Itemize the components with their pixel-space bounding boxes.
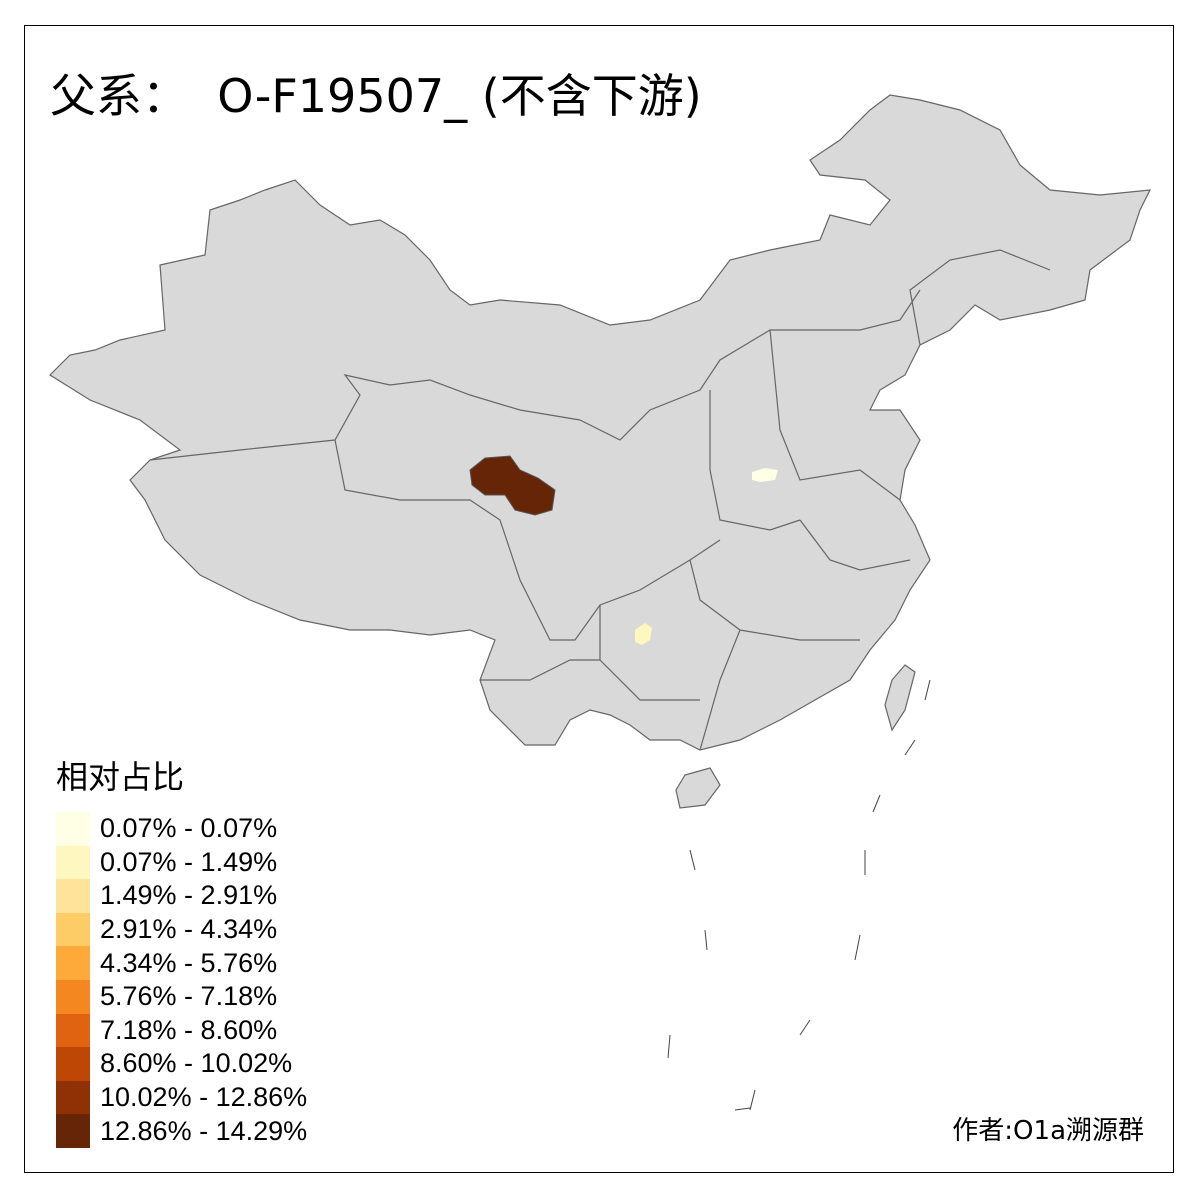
legend-swatch xyxy=(56,879,90,913)
legend-label: 12.86% - 14.29% xyxy=(100,1115,308,1146)
legend-item: 0.07% - 0.07% xyxy=(56,812,307,846)
legend-swatch xyxy=(56,1114,90,1148)
legend: 相对占比 0.07% - 0.07% 0.07% - 1.49% 1.49% - 2… xyxy=(56,752,307,1148)
taiwan-island xyxy=(884,664,916,732)
legend-item: 7.18% - 8.60% xyxy=(56,1013,307,1048)
legend-title: 相对占比 xyxy=(56,758,185,796)
legend-label: 2.91% - 4.34% xyxy=(100,914,278,945)
legend-item: 0.07% - 1.49% xyxy=(56,845,307,880)
legend-swatch xyxy=(56,979,90,1014)
map-frame xyxy=(24,25,1174,1173)
legend-item: 5.76% - 7.18% xyxy=(56,979,307,1014)
legend-label: 5.76% - 7.18% xyxy=(100,981,278,1012)
legend-label: 1.49% - 2.91% xyxy=(100,880,278,911)
legend-label: 0.07% - 1.49% xyxy=(100,846,278,877)
legend-swatch xyxy=(56,1013,90,1048)
legend-item: 4.34% - 5.76% xyxy=(56,946,307,980)
legend-swatch xyxy=(56,1080,90,1115)
legend-label: 10.02% - 12.86% xyxy=(100,1082,308,1113)
author-credit: 作者:O1a溯源群 xyxy=(952,1116,1144,1146)
legend-item: 12.86% - 14.29% xyxy=(56,1114,307,1148)
region-shanxi-highlight xyxy=(752,468,778,482)
south-sea-islands xyxy=(667,679,931,1111)
legend-label: 7.18% - 8.60% xyxy=(100,1014,278,1045)
legend-label: 4.34% - 5.76% xyxy=(100,947,278,978)
legend-item: 8.60% - 10.02% xyxy=(56,1047,307,1081)
legend-item: 1.49% - 2.91% xyxy=(56,879,307,913)
region-qinghai-sichuan-highlight xyxy=(469,455,556,516)
map-title: 父系： O-F19507_ (不含下游) xyxy=(50,69,702,123)
legend-item: 10.02% - 12.86% xyxy=(56,1080,308,1115)
legend-swatch xyxy=(56,946,90,980)
legend-label: 8.60% - 10.02% xyxy=(100,1048,293,1079)
province-borders xyxy=(149,249,1051,751)
china-outline xyxy=(49,94,1152,751)
legend-swatch xyxy=(56,812,90,846)
legend-item: 2.91% - 4.34% xyxy=(56,912,307,947)
region-guizhou-highlight xyxy=(635,623,652,645)
legend-swatch xyxy=(56,845,90,880)
legend-label: 0.07% - 0.07% xyxy=(100,813,278,844)
hainan-island xyxy=(675,767,721,809)
legend-swatch xyxy=(56,912,90,947)
legend-swatch xyxy=(56,1047,90,1081)
